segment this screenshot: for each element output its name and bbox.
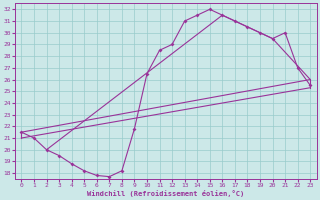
X-axis label: Windchill (Refroidissement éolien,°C): Windchill (Refroidissement éolien,°C) [87, 190, 244, 197]
